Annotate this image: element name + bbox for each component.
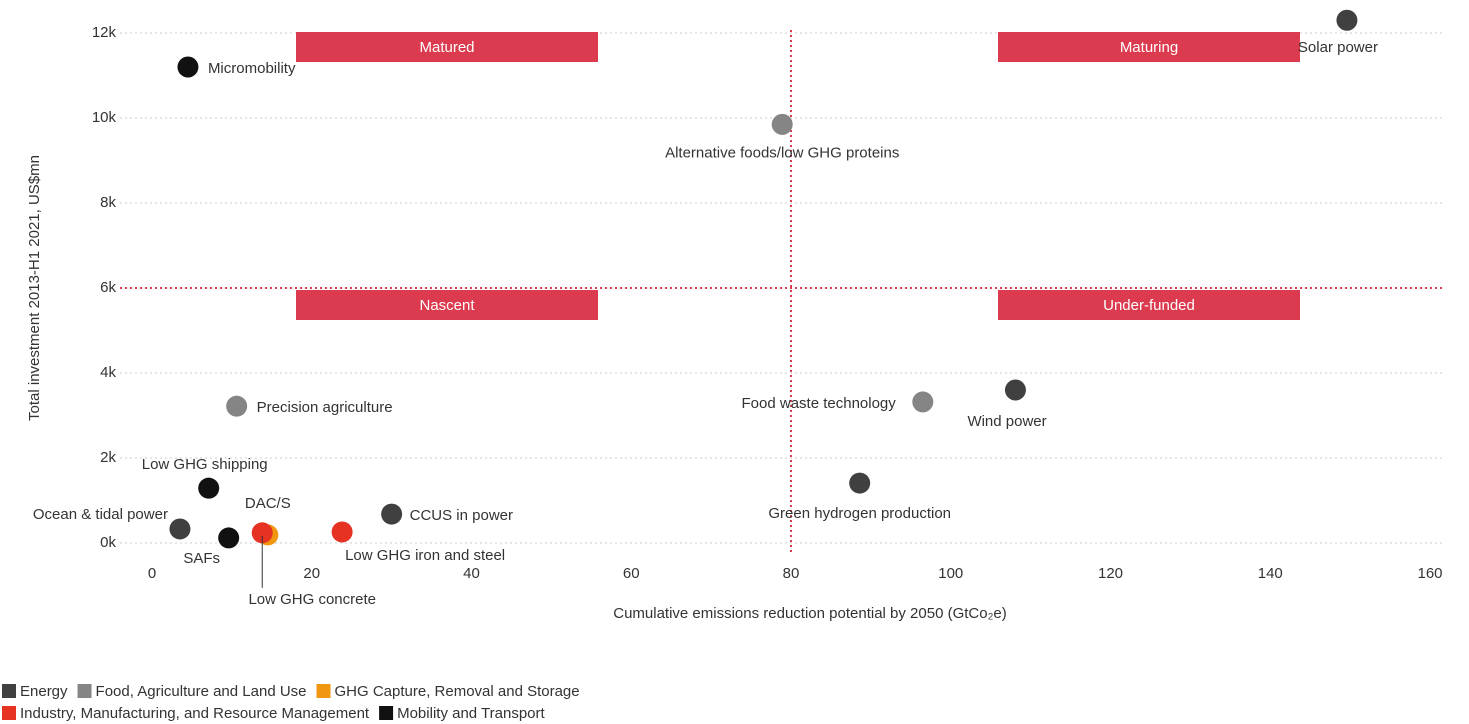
point-label: Food waste technology — [742, 395, 897, 412]
x-tick-label: 20 — [303, 565, 320, 582]
data-point — [849, 472, 871, 494]
legend-label: Food, Agriculture and Land Use — [96, 683, 307, 700]
quadrant-box — [998, 32, 1300, 62]
data-point — [912, 391, 934, 413]
data-point — [218, 527, 240, 549]
quadrant-box — [998, 290, 1300, 320]
data-point — [251, 522, 273, 544]
legend-swatch — [2, 706, 16, 720]
x-tick-label: 160 — [1417, 565, 1442, 582]
data-point — [169, 518, 191, 540]
quadrant-label: Maturing — [1120, 39, 1178, 56]
point-label: Precision agriculture — [257, 399, 393, 416]
quadrant-box — [296, 290, 598, 320]
x-tick-label: 100 — [938, 565, 963, 582]
quadrant-box — [296, 32, 598, 62]
point-label: Micromobility — [208, 60, 296, 77]
legend-swatch — [379, 706, 394, 720]
legend-label: Energy — [20, 683, 68, 700]
point-label: CCUS in power — [410, 507, 513, 524]
point-label: Alternative foods/low GHG proteins — [665, 144, 899, 161]
x-tick-label: 120 — [1098, 565, 1123, 582]
data-point — [1336, 9, 1358, 31]
x-tick-label: 80 — [783, 565, 800, 582]
x-tick-label: 60 — [623, 565, 640, 582]
x-tick-label: 40 — [463, 565, 480, 582]
y-axis-title: Total investment 2013-H1 2021, US$mn — [26, 155, 43, 421]
legend-swatch — [2, 684, 16, 698]
y-tick-label: 6k — [100, 279, 116, 296]
point-label: Low GHG iron and steel — [345, 547, 505, 564]
data-point — [771, 113, 793, 135]
point-label: Low GHG shipping — [142, 456, 268, 473]
data-point — [331, 521, 353, 543]
x-axis-title: Cumulative emissions reduction potential… — [613, 605, 1007, 622]
y-tick-label: 12k — [92, 24, 117, 41]
point-label: Solar power — [1298, 39, 1378, 56]
legend-label: Mobility and Transport — [397, 705, 545, 722]
legend-label: Industry, Manufacturing, and Resource Ma… — [20, 705, 370, 722]
x-tick-label: 0 — [148, 565, 156, 582]
y-tick-label: 2k — [100, 449, 116, 466]
point-label: Low GHG concrete — [248, 591, 376, 608]
quadrant-label: Nascent — [419, 297, 475, 314]
data-point — [198, 477, 220, 499]
quadrant-label: Matured — [419, 39, 474, 56]
legend-swatch — [316, 684, 331, 698]
data-point — [381, 503, 403, 525]
y-tick-label: 0k — [100, 534, 116, 551]
data-point — [177, 56, 199, 78]
data-point — [1004, 379, 1026, 401]
x-tick-label: 140 — [1258, 565, 1283, 582]
y-tick-label: 8k — [100, 194, 116, 211]
point-label: SAFs — [183, 550, 220, 567]
legend-swatch — [77, 684, 92, 698]
point-label: Ocean & tidal power — [33, 506, 168, 523]
legend-label: GHG Capture, Removal and Storage — [335, 683, 580, 700]
data-point — [226, 395, 248, 417]
y-tick-label: 4k — [100, 364, 116, 381]
point-label: DAC/S — [245, 495, 291, 512]
point-label: Green hydrogen production — [768, 505, 951, 522]
point-label: Wind power — [967, 413, 1046, 430]
quadrant-label: Under-funded — [1103, 297, 1195, 314]
y-tick-label: 10k — [92, 109, 117, 126]
